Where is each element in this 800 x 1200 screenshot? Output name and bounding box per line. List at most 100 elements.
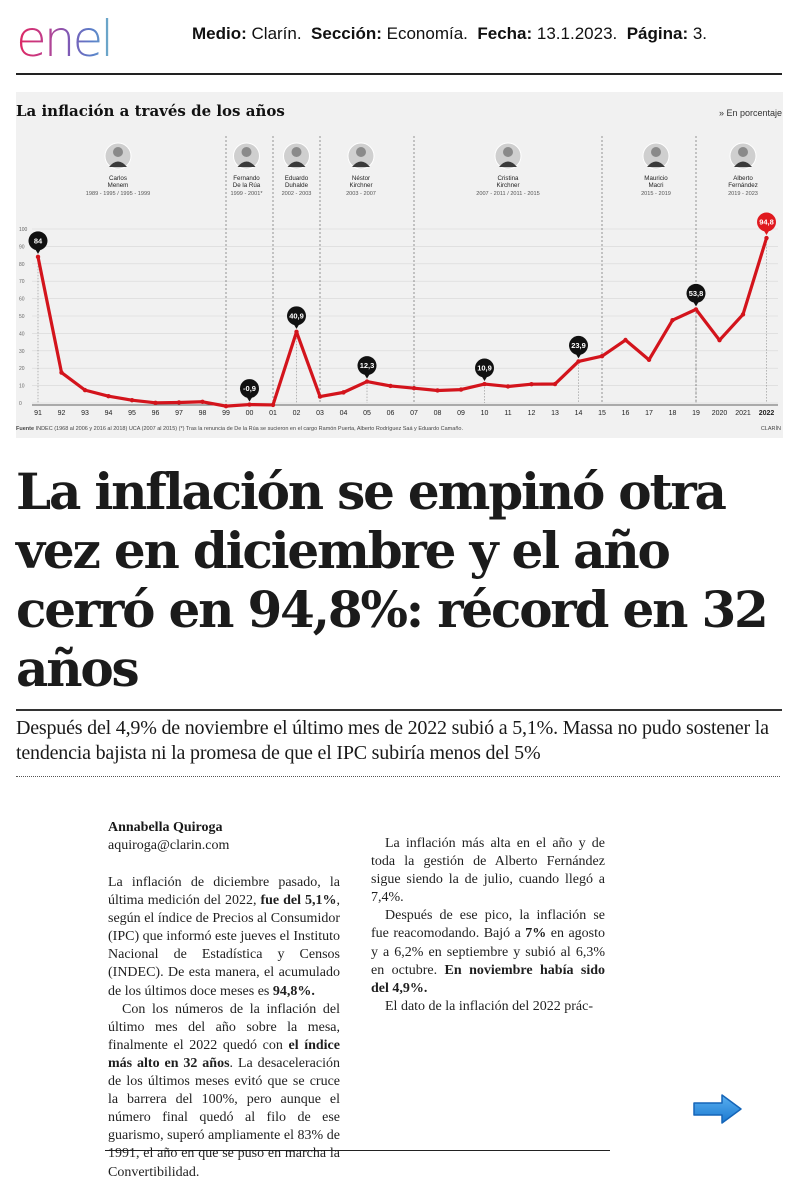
data-point — [200, 399, 205, 404]
president-first-name: Alberto — [733, 175, 753, 182]
x-tick-label: 14 — [575, 410, 583, 417]
data-label-pointer — [693, 301, 699, 307]
data-point — [764, 235, 769, 241]
data-label-bubble — [287, 306, 306, 326]
paragraph-4: Después de ese pico, la inflación se fue… — [371, 908, 605, 996]
president-portrait-body — [499, 161, 517, 167]
data-point — [129, 398, 135, 403]
president-portrait-head — [503, 147, 513, 157]
data-point — [341, 390, 346, 395]
headline: La inflación se empinó otra vez en dicie… — [16, 462, 769, 698]
data-label: 94,8 — [759, 218, 774, 227]
data-point — [529, 382, 534, 387]
y-tick-label: 40 — [19, 331, 25, 337]
inflation-series-line — [36, 237, 769, 408]
chart-source: Fuente INDEC (1968 al 2006 y 2016 al 201… — [16, 426, 783, 432]
chart-source-text: INDEC (1968 al 2006 y 2016 al 2018) UCA … — [35, 426, 463, 432]
data-point — [59, 370, 64, 375]
data-point — [223, 403, 229, 409]
data-label-pointer — [35, 248, 41, 254]
president-portrait-body — [734, 161, 752, 167]
data-label: 10,9 — [477, 364, 492, 373]
data-label: -0,9 — [243, 384, 256, 393]
arrow-right-icon[interactable] — [692, 1092, 744, 1126]
chart-unit: » En porcentaje — [718, 108, 782, 118]
president-term-years: 1989 - 1995 / 1995 - 1999 — [86, 191, 150, 197]
x-tick-label: 07 — [410, 410, 418, 417]
paragraph-5: El dato de la inflación del 2022 prác- — [385, 998, 593, 1014]
enel-logo: enel — [16, 12, 114, 64]
data-label: 12,3 — [360, 361, 375, 370]
y-tick-label: 10 — [19, 384, 25, 390]
data-label-bubble — [757, 212, 776, 232]
seccion-label: Sección: — [311, 24, 382, 43]
president-portrait-head — [651, 147, 661, 157]
paragraph-2: Con los números de la inflación del últi… — [108, 1001, 340, 1180]
data-label-bubble — [240, 379, 259, 399]
president-last-name: Kirchner — [349, 182, 372, 189]
data-point — [552, 381, 558, 387]
president-last-name: Duhalde — [285, 182, 309, 189]
x-tick-label: 99 — [222, 410, 230, 417]
x-tick-label: 17 — [645, 410, 653, 417]
president-term-years: 2003 - 2007 — [346, 191, 376, 197]
data-point — [505, 384, 511, 389]
data-point — [693, 307, 699, 312]
data-point — [388, 383, 393, 389]
header-divider — [16, 73, 782, 75]
chart-brand: CLARÍN — [760, 426, 781, 432]
x-tick-label: 93 — [81, 410, 89, 417]
paragraph-1: La inflación de diciembre pasado, la últ… — [108, 875, 340, 999]
x-tick-label: 92 — [58, 410, 66, 417]
svg-text:enel: enel — [16, 12, 111, 64]
x-tick-label: 12 — [528, 410, 536, 417]
data-label-bubble — [569, 335, 588, 355]
data-label-bubble — [475, 358, 494, 378]
x-tick-label: 2022 — [759, 410, 775, 417]
x-tick-label: 09 — [457, 410, 465, 417]
data-label: 40,9 — [289, 311, 304, 320]
data-point — [411, 386, 417, 391]
y-tick-label: 100 — [19, 227, 28, 233]
x-tick-label: 2021 — [735, 410, 751, 417]
y-tick-label: 0 — [19, 401, 22, 407]
data-point — [270, 402, 276, 408]
data-point — [458, 387, 464, 392]
chart-source-label: Fuente — [16, 426, 35, 432]
fecha-value: 13.1.2023. — [536, 24, 618, 43]
clipping-metadata: Medio: Clarín. Sección: Economía. Fecha:… — [192, 24, 707, 44]
president-term-years: 2007 - 2011 / 2011 - 2015 — [476, 191, 540, 197]
subheadline: Después del 4,9% de noviembre el último … — [16, 717, 769, 764]
x-tick-label: 08 — [434, 410, 442, 417]
seccion-value: Economía. — [386, 24, 468, 43]
fecha-label: Fecha: — [477, 24, 533, 43]
president-portrait-body — [287, 161, 306, 167]
x-tick-label: 18 — [669, 410, 677, 417]
president-portrait-body — [352, 161, 370, 167]
data-point — [176, 400, 182, 405]
data-label-bubble — [357, 356, 377, 376]
article-column-2: La inflación más alta en el año y de tod… — [371, 835, 605, 1016]
data-point — [317, 394, 323, 399]
data-point — [717, 337, 722, 343]
y-tick-label: 80 — [19, 262, 25, 268]
data-label-pointer — [293, 323, 300, 329]
y-tick-label: 60 — [19, 297, 25, 303]
x-tick-label: 03 — [316, 410, 324, 417]
x-tick-label: 95 — [128, 410, 136, 417]
chart-title: La inflación a través de los años — [16, 102, 285, 120]
president-last-name: Fernández — [728, 182, 758, 189]
x-tick-label: 98 — [199, 410, 207, 417]
data-label-pointer — [481, 376, 488, 382]
pagina-value: 3. — [692, 24, 708, 43]
president-portrait-body — [237, 161, 256, 167]
headline-divider — [16, 709, 782, 711]
x-tick-label: 00 — [246, 410, 254, 417]
data-point — [646, 357, 652, 363]
president-first-name: Cristina — [498, 175, 520, 182]
x-tick-label: 16 — [622, 410, 630, 417]
data-point — [623, 337, 628, 343]
president-portrait-head — [356, 147, 366, 157]
data-label-pointer — [364, 373, 370, 379]
x-tick-label: 96 — [152, 410, 160, 417]
